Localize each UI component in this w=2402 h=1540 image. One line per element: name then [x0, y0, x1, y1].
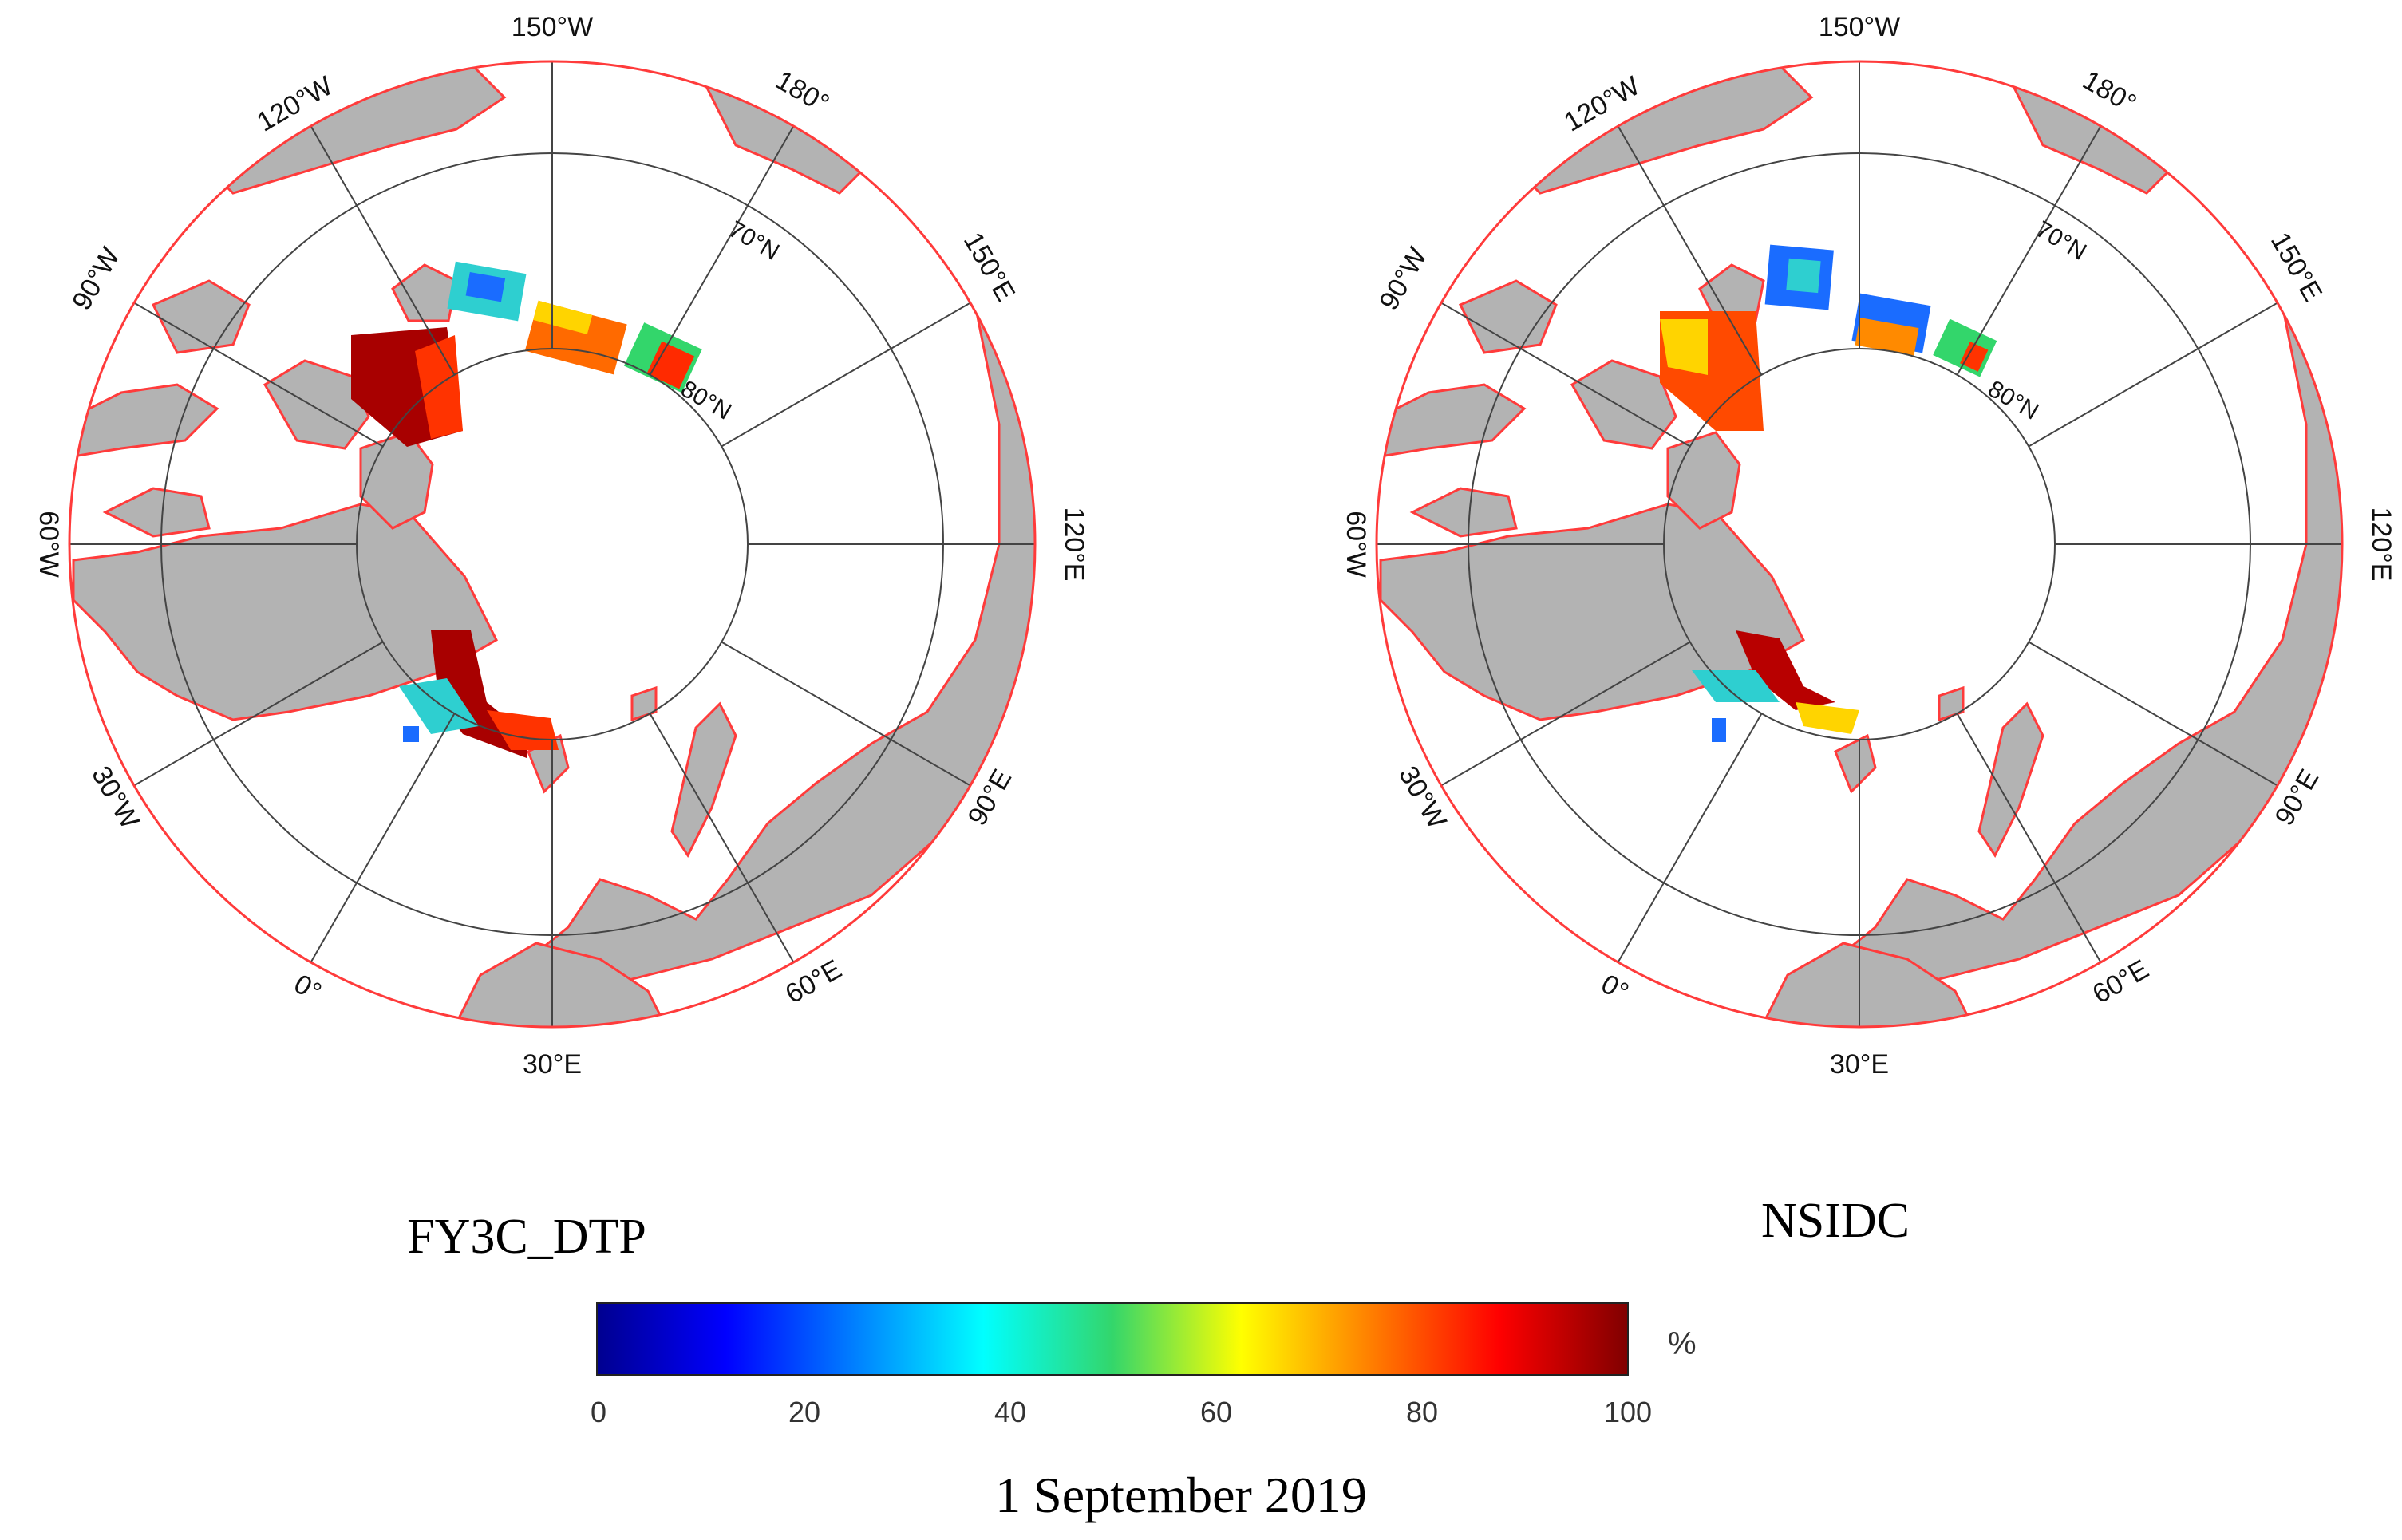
lon-label: 180° — [2078, 65, 2142, 119]
map-background — [69, 61, 1035, 1027]
map-nsidc: 150°W 180° 150°E 120°E 90°E 60°E 30°E 0°… — [1341, 12, 2396, 1080]
lon-label: 180° — [771, 65, 835, 119]
lon-label: 90°W — [66, 243, 126, 315]
map-fy3c: 150°W 180° 150°E 120°E 90°E 60°E 30°E 0°… — [34, 12, 1089, 1080]
colorbar-gradient — [596, 1302, 1629, 1376]
colorbar-tick: 100 — [1604, 1396, 1652, 1428]
map-title-nsidc: NSIDC — [1761, 1194, 1910, 1248]
colorbar-ticks: 0 20 40 60 80 100 — [591, 1396, 1652, 1428]
lon-label: 150°E — [958, 227, 1021, 307]
graticule — [1377, 61, 2342, 1027]
ice-concentration-layer — [1660, 244, 1997, 742]
date-caption: 1 September 2019 — [995, 1467, 1367, 1523]
lon-label: 60°W — [34, 511, 64, 578]
ice-concentration-layer — [351, 261, 702, 758]
colorbar-tick: 0 — [591, 1396, 606, 1428]
lon-label: 30°E — [523, 1049, 582, 1080]
lon-label: 60°W — [1341, 511, 1371, 578]
lon-label: 0° — [1596, 969, 1634, 1008]
map-border — [68, 60, 1037, 1029]
colorbar-tick: 40 — [994, 1396, 1026, 1428]
lon-label: 150°W — [1819, 12, 1900, 42]
lon-label: 30°E — [1830, 1049, 1889, 1080]
lon-label: 90°W — [1373, 243, 1433, 315]
map-background — [1377, 61, 2342, 1027]
lon-label: 150°W — [512, 12, 593, 42]
lon-label: 120°E — [1059, 507, 1089, 581]
lon-label: 150°E — [2265, 227, 2328, 307]
graticule — [69, 61, 1035, 1027]
colorbar-tick: 60 — [1200, 1396, 1232, 1428]
map-title-fy3c: FY3C_DTP — [407, 1210, 646, 1264]
lon-label: 0° — [289, 969, 326, 1008]
lon-label: 120°E — [2366, 507, 2396, 581]
map-border — [1375, 60, 2344, 1029]
colorbar: % 0 20 40 60 80 100 — [591, 1302, 1697, 1428]
colorbar-tick: 20 — [788, 1396, 820, 1428]
colorbar-tick: 80 — [1406, 1396, 1438, 1428]
colorbar-unit: % — [1668, 1326, 1697, 1361]
